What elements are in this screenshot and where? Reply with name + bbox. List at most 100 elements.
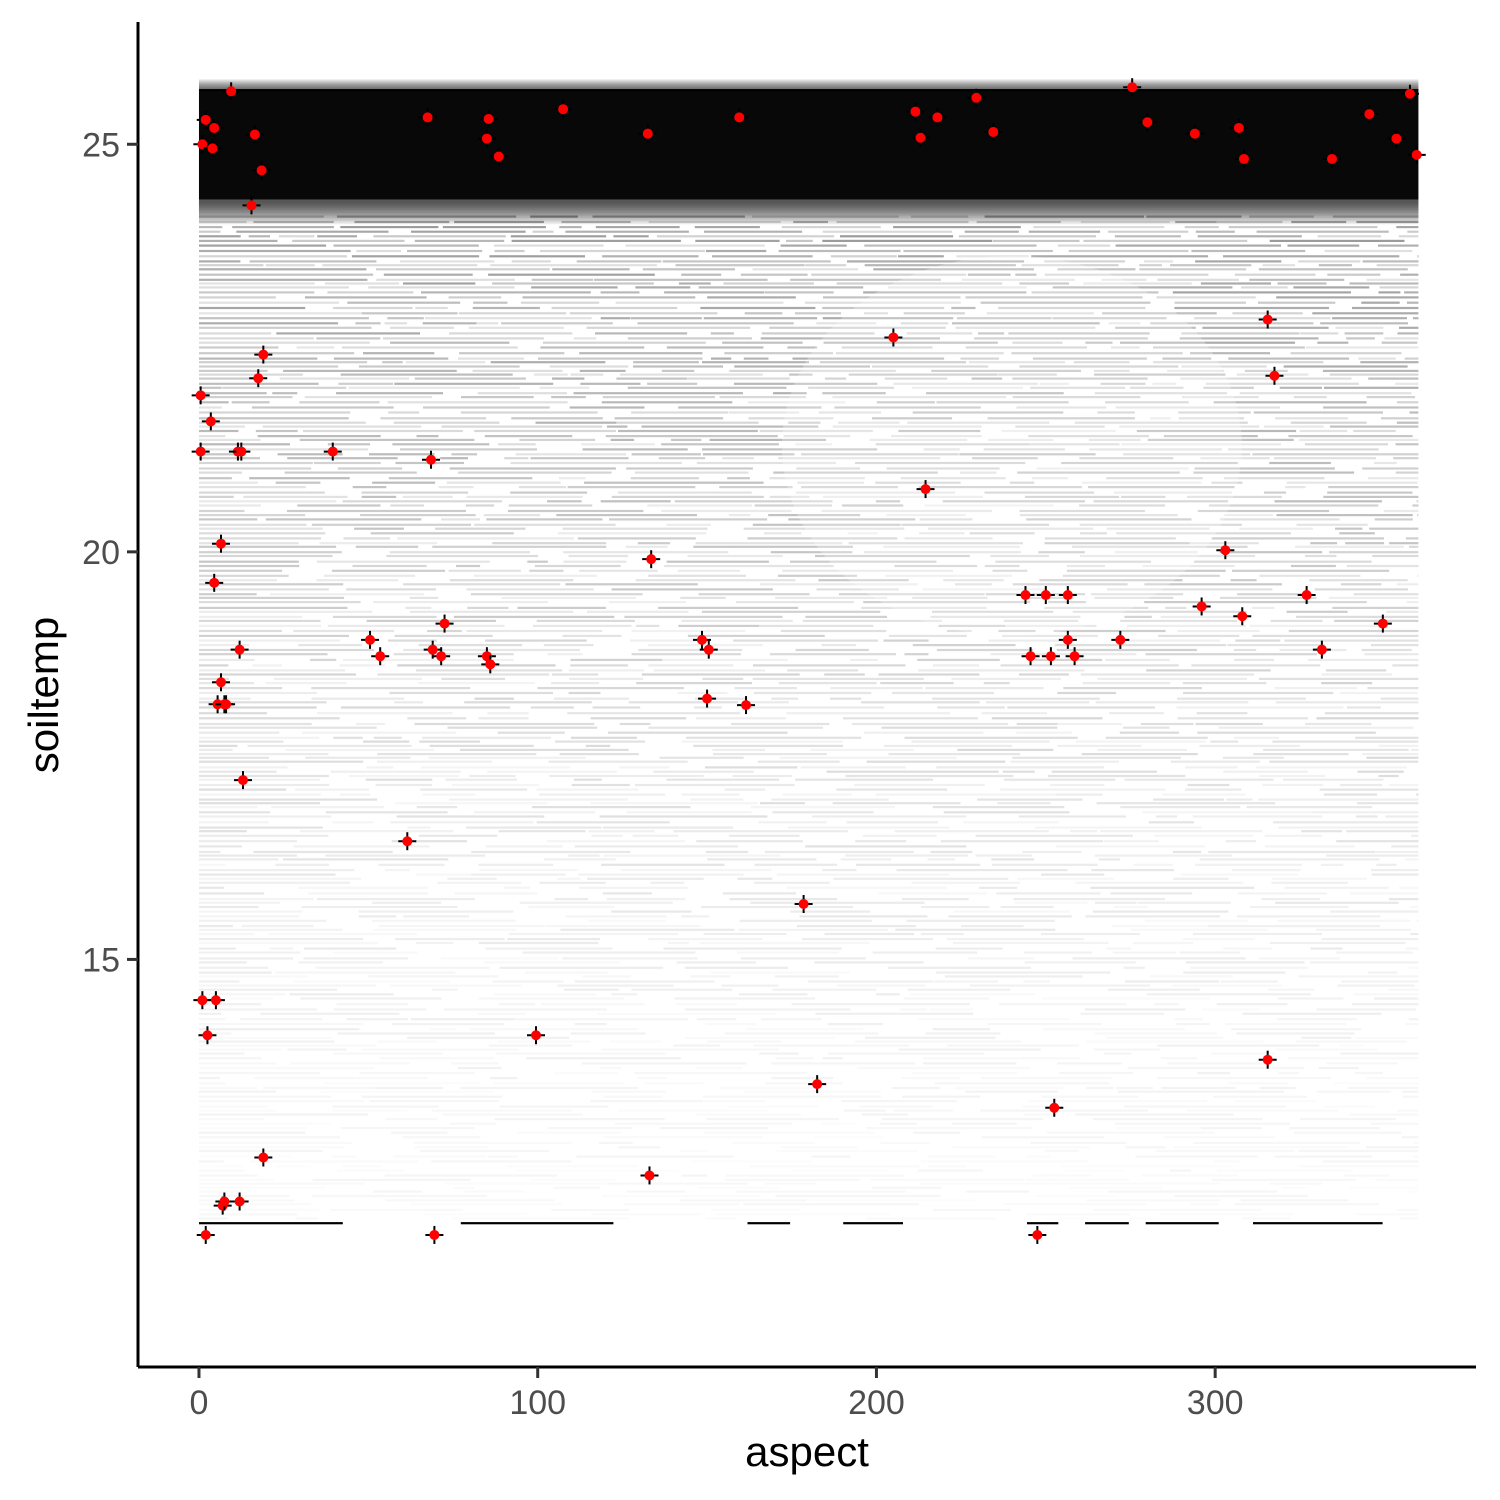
background-streak [611, 1041, 661, 1043]
background-streak [1070, 1187, 1162, 1189]
background-streak [1395, 382, 1419, 385]
background-streak [1296, 1041, 1407, 1043]
background-streak [1234, 658, 1275, 661]
background-streak [199, 864, 226, 866]
background-streak [1316, 717, 1419, 720]
background-streak [607, 731, 788, 734]
background-streak [1114, 551, 1198, 554]
background-streak [993, 239, 1080, 242]
background-streak [712, 748, 766, 751]
background-streak [383, 273, 473, 276]
background-streak [518, 1132, 622, 1134]
red-point-marker [741, 700, 752, 711]
background-streak [483, 514, 541, 517]
background-streak [557, 532, 707, 535]
background-streak [983, 682, 1010, 685]
background-streak [921, 1160, 1088, 1162]
background-streak [1309, 601, 1367, 604]
background-streak [1015, 273, 1037, 276]
background-streak [1253, 753, 1349, 756]
background-streak [199, 639, 340, 642]
background-streak [557, 877, 581, 880]
background-streak [1258, 798, 1419, 801]
background-streak [769, 653, 897, 656]
data-point [699, 640, 718, 659]
background-streak [545, 925, 701, 927]
background-streak [946, 938, 1084, 941]
background-streak [547, 500, 582, 503]
background-streak [199, 1045, 377, 1047]
background-streak [370, 532, 514, 535]
background-streak [1362, 467, 1419, 470]
background-streak [885, 574, 1012, 577]
background-streak [275, 1165, 311, 1167]
background-streak [886, 514, 966, 517]
background-streak [1270, 619, 1323, 622]
red-point-marker [365, 634, 376, 645]
background-streak [1079, 457, 1174, 460]
background-streak [199, 341, 370, 344]
background-streak [822, 495, 983, 498]
background-streak [738, 928, 888, 931]
background-streak [918, 669, 1085, 672]
red-point-marker [1237, 611, 1248, 622]
background-streak [1177, 717, 1308, 720]
background-streak [1146, 215, 1242, 218]
background-streak [1137, 901, 1231, 904]
background-streak [1012, 756, 1181, 759]
background-streak [1194, 467, 1335, 470]
background-streak [1131, 929, 1268, 931]
background-streak [1094, 1049, 1160, 1051]
background-streak [836, 220, 969, 224]
background-streak [1164, 1136, 1275, 1138]
background-streak [1353, 429, 1396, 433]
background-streak [298, 887, 427, 889]
data-point [984, 123, 1003, 142]
red-point-marker [215, 677, 226, 688]
background-streak [611, 993, 637, 996]
red-point-marker [195, 390, 206, 401]
background-streak [393, 653, 514, 656]
background-streak [984, 491, 1095, 494]
background-streak [563, 988, 619, 991]
background-streak [1177, 629, 1260, 633]
background-streak [504, 886, 531, 889]
background-streak [322, 264, 478, 267]
background-streak [199, 215, 324, 218]
red-point-marker [215, 538, 226, 549]
background-streak [889, 634, 967, 637]
background-streak [875, 443, 1031, 446]
background-streak [1311, 726, 1414, 729]
background-streak [1216, 1003, 1288, 1006]
background-streak [199, 264, 264, 267]
background-streak [708, 1041, 782, 1043]
background-streak [278, 235, 315, 238]
background-streak [396, 815, 545, 818]
background-streak [389, 691, 553, 695]
background-streak [1181, 365, 1267, 368]
background-streak [1218, 726, 1311, 729]
background-streak [199, 1067, 375, 1069]
background-streak [1275, 901, 1399, 904]
background-streak [1288, 629, 1419, 633]
background-streak [1232, 569, 1390, 572]
background-streak [316, 898, 475, 901]
background-streak [531, 278, 594, 281]
background-streak [1015, 902, 1088, 904]
background-streak [199, 1018, 226, 1020]
background-streak [199, 481, 258, 484]
background-streak [661, 509, 792, 513]
background-streak [1150, 322, 1314, 325]
background-streak [330, 770, 461, 773]
background-streak [529, 906, 615, 908]
background-streak [1001, 429, 1116, 433]
background-streak [907, 421, 1050, 424]
background-streak [986, 312, 1094, 315]
background-streak [547, 1127, 632, 1129]
background-streak [304, 947, 397, 950]
background-streak [337, 1170, 404, 1172]
background-streak [305, 296, 427, 299]
background-streak [423, 406, 550, 409]
background-streak [199, 898, 314, 901]
background-streak [888, 753, 1021, 756]
